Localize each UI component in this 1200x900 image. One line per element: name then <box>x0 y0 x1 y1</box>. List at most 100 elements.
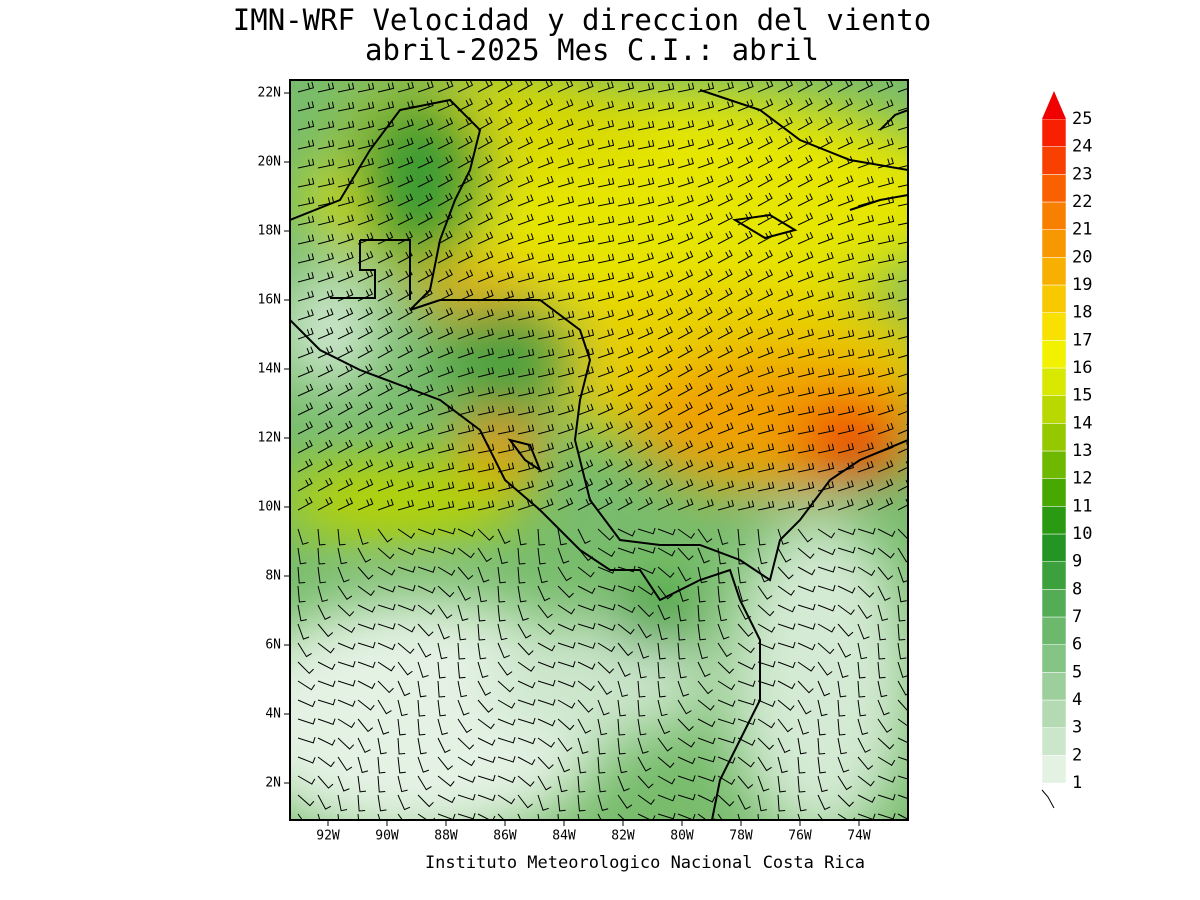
wind-barb <box>637 661 647 679</box>
wind-barb <box>637 699 646 717</box>
wind-barb <box>497 155 513 169</box>
wind-barb <box>717 383 734 397</box>
wind-barb <box>497 736 516 744</box>
wind-barb <box>857 367 875 378</box>
wind-barb <box>437 547 456 555</box>
wind-barb <box>817 232 834 245</box>
wind-barb <box>317 642 335 654</box>
wind-barb <box>737 230 753 245</box>
wind-barb <box>877 291 895 302</box>
wind-barb <box>297 699 316 708</box>
wind-barb <box>657 756 675 769</box>
wind-barb <box>617 421 633 435</box>
wind-barb <box>417 249 433 264</box>
wind-barb <box>577 366 594 378</box>
wind-barb <box>497 642 510 659</box>
wind-barb <box>437 365 454 378</box>
coastline <box>290 89 908 820</box>
wind-barb <box>557 234 575 245</box>
wind-barb <box>617 253 635 264</box>
wind-barb <box>517 271 535 283</box>
wind-barb <box>797 212 814 226</box>
wind-barb <box>497 136 513 150</box>
wind-barb <box>577 604 596 612</box>
wind-barb <box>437 326 454 340</box>
wind-barb <box>617 775 630 792</box>
wind-barb <box>577 403 594 416</box>
wind-barb <box>537 498 554 511</box>
wind-barb <box>397 718 406 736</box>
wind-barb <box>537 137 554 150</box>
wind-field <box>290 80 908 820</box>
wind-barb <box>537 604 553 619</box>
wind-barb <box>417 345 434 359</box>
lat-label: 6N <box>265 638 281 653</box>
wind-barb <box>877 737 895 750</box>
wind-barb <box>397 813 404 820</box>
wind-barb <box>797 775 806 793</box>
wind-barb <box>777 585 795 596</box>
wind-barb <box>797 443 815 454</box>
wind-barb <box>757 385 774 397</box>
colorbar-swatch <box>1041 340 1067 369</box>
wind-barb <box>337 214 354 226</box>
wind-barb <box>317 585 329 603</box>
wind-barb <box>357 604 376 613</box>
wind-barb <box>517 737 536 745</box>
wind-barb <box>497 443 515 454</box>
wind-barb <box>597 661 615 674</box>
wind-barb <box>477 500 495 511</box>
wind-barb <box>337 623 356 634</box>
wind-barb <box>437 230 453 245</box>
wind-barb <box>737 211 753 226</box>
wind-barb <box>457 385 475 397</box>
wind-barb <box>817 642 835 655</box>
colorbar-label: 5 <box>1072 662 1082 682</box>
wind-barb <box>577 80 594 93</box>
wind-barb <box>637 794 655 806</box>
wind-barb <box>777 386 795 397</box>
wind-barb <box>597 309 615 321</box>
wind-barb <box>337 737 355 750</box>
wind-barb <box>337 604 355 617</box>
wind-barb <box>597 756 606 774</box>
footer: Instituto Meteorologico Nacional Costa R… <box>425 853 865 873</box>
wind-barb <box>637 383 653 397</box>
wind-barb <box>817 661 833 676</box>
wind-barb <box>677 604 687 622</box>
wind-barb <box>657 270 674 283</box>
wind-barb <box>337 528 346 546</box>
wind-barb <box>637 458 653 473</box>
wind-barb <box>757 192 773 207</box>
wind-barb <box>317 139 335 150</box>
wind-barb <box>857 566 876 577</box>
wind-barb <box>637 775 654 789</box>
wind-barb <box>317 327 334 340</box>
wind-barb <box>797 367 815 378</box>
wind-barb <box>337 547 348 565</box>
colorbar-swatch <box>1041 146 1067 175</box>
wind-barb <box>837 424 855 435</box>
wind-barb <box>777 718 793 733</box>
wind-barb <box>457 192 473 207</box>
wind-barb <box>357 737 371 754</box>
wind-barb <box>397 737 406 755</box>
wind-barb <box>477 289 494 302</box>
wind-barb <box>897 756 908 761</box>
wind-barb <box>297 642 312 658</box>
colorbar-swatch <box>1041 699 1067 728</box>
wind-barb <box>877 99 894 112</box>
wind-barb <box>417 500 435 511</box>
wind-barb <box>797 328 815 340</box>
wind-barb <box>457 366 474 378</box>
wind-barb <box>317 661 336 670</box>
wind-barb <box>537 566 548 584</box>
wind-barb <box>417 623 434 637</box>
wind-barb <box>877 138 894 150</box>
wind-barb <box>857 272 875 283</box>
wind-barb <box>617 794 633 809</box>
wind-barb <box>877 585 891 602</box>
wind-barb <box>757 288 774 302</box>
wind-barb <box>417 230 433 245</box>
wind-barb <box>377 479 394 492</box>
